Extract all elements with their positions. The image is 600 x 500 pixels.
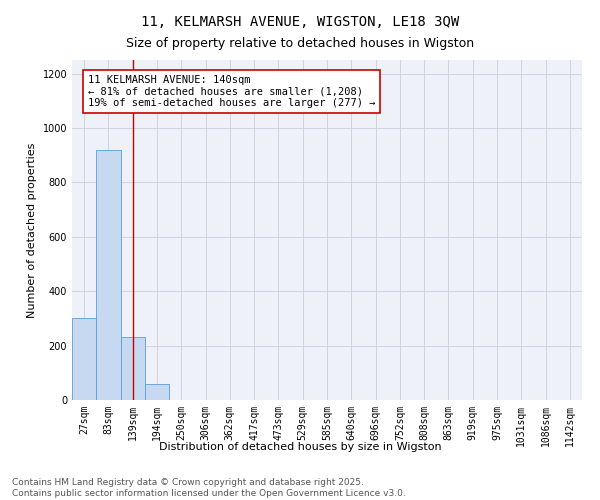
Bar (96, 150, 121, 400)
Text: 11 KELMARSH AVENUE: 140sqm
← 81% of detached houses are smaller (1,208)
19% of s: 11 KELMARSH AVENUE: 140sqm ← 81% of deta… (88, 75, 375, 108)
Bar (121, 338, 145, 400)
Text: 11, KELMARSH AVENUE, WIGSTON, LE18 3QW: 11, KELMARSH AVENUE, WIGSTON, LE18 3QW (141, 15, 459, 29)
Text: Contains HM Land Registry data © Crown copyright and database right 2025.
Contai: Contains HM Land Registry data © Crown c… (12, 478, 406, 498)
Text: Size of property relative to detached houses in Wigston: Size of property relative to detached ho… (126, 38, 474, 51)
Bar (72, 318, 96, 400)
Bar (145, 384, 169, 400)
Y-axis label: Number of detached properties: Number of detached properties (27, 142, 37, 318)
Text: Distribution of detached houses by size in Wigston: Distribution of detached houses by size … (158, 442, 442, 452)
